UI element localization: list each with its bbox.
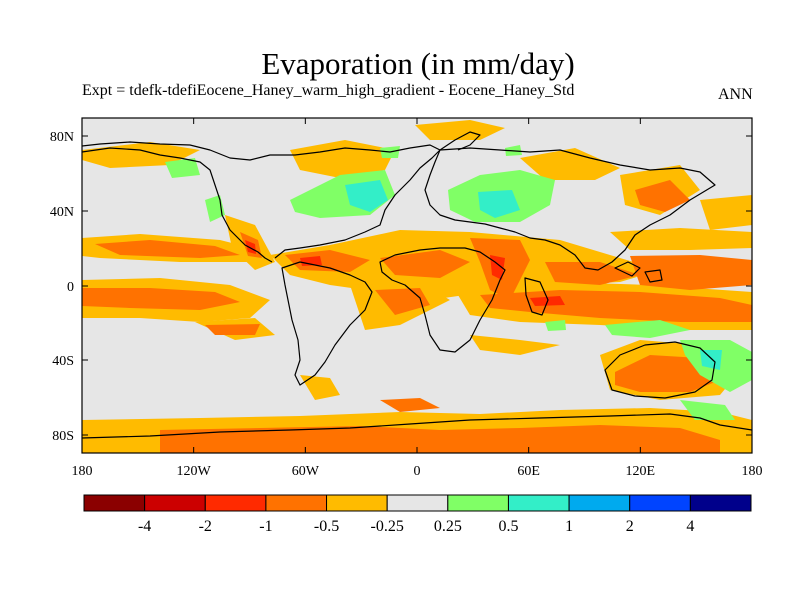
tropical-atlantic-core (285, 250, 370, 272)
x-tick-label: 120E (626, 464, 656, 479)
eurasia-outline (424, 147, 716, 271)
colorbar-label: 2 (626, 518, 634, 535)
x-tick-label: 180 (742, 464, 763, 479)
colorbar-label: -0.25 (371, 518, 404, 535)
experiment-subtitle: Expt = tdefk-tdefiEocene_Haney_warm_high… (82, 82, 575, 99)
antarctica-outline (82, 413, 752, 439)
anomaly-cyan-regions (345, 180, 722, 370)
x-tick-label: 60E (517, 464, 540, 479)
arctic-patch (415, 120, 505, 140)
equatorial-pacific-core (82, 288, 240, 310)
colorbar-box (447, 494, 509, 512)
anomaly-orange-regions (82, 180, 752, 453)
colorbar-box (326, 494, 388, 512)
west-pacific-band (630, 255, 752, 290)
x-axis: 180 120W 60W 0 60E 120E 180 (72, 118, 763, 479)
colorbar-box (507, 494, 570, 512)
x-tick-label: 180 (72, 464, 93, 479)
colorbar-label: -0.5 (314, 518, 339, 535)
colorbar-label: 1 (565, 518, 573, 535)
y-tick-label: 40N (50, 205, 74, 220)
antarctic-edge-green (680, 400, 735, 420)
west-pacific-patch (610, 228, 752, 250)
colorbar-label: -2 (199, 518, 212, 535)
eurasia-patch (520, 148, 620, 180)
subantarctic-patch (380, 398, 440, 412)
east-pacific-patch (700, 195, 752, 230)
greenland-outline (439, 131, 481, 151)
colorbar-box (83, 494, 146, 512)
colorbar-box (265, 494, 328, 512)
north-america-outline (82, 141, 441, 263)
antarctic-core (160, 425, 720, 453)
pacific-south-green (605, 320, 690, 338)
north-america-green (165, 158, 200, 178)
colorbar-box (144, 494, 206, 512)
india-outline (524, 277, 549, 316)
central-america-red (245, 240, 256, 254)
y-tick-label: 0 (67, 280, 74, 295)
colorbar-label: 0.5 (498, 518, 518, 535)
map-title: Evaporation (in mm/day) (261, 46, 575, 81)
africa-outline (379, 247, 506, 353)
colorbar-labels: -4 -2 -1 -0.5 -0.25 0.25 0.5 1 2 4 (138, 518, 694, 535)
australia-east-cyan (700, 350, 722, 370)
nw-pacific-core (635, 180, 690, 212)
map-field (82, 118, 752, 453)
south-america-outline (281, 261, 373, 386)
x-tick-label: 60W (292, 464, 320, 479)
x-tick-label: 120W (177, 464, 212, 479)
patagonia-patch (300, 375, 340, 400)
colorbar-box (689, 494, 752, 512)
y-tick-label: 80N (50, 130, 74, 145)
colorbar-label: 4 (686, 518, 694, 535)
colorbar-box (568, 494, 631, 512)
colorbar-box (386, 494, 449, 512)
tethys-cyan (478, 190, 520, 218)
colorbar-label: -1 (259, 518, 272, 535)
south-atlantic-midlat-patch (470, 335, 560, 355)
north-atlantic-cyan (345, 180, 388, 212)
colorbar-label: 0.25 (434, 518, 462, 535)
south-pacific-core (205, 324, 260, 335)
x-tick-label: 0 (414, 464, 421, 479)
colorbar-box (204, 494, 267, 512)
y-axis: 80N 40N 0 40S 80S (50, 130, 752, 444)
tropical-north-pacific-core (95, 240, 240, 258)
southeast-asia-islands (614, 261, 663, 283)
colorbar-label: -4 (138, 518, 151, 535)
y-tick-label: 40S (52, 354, 74, 369)
y-tick-label: 80S (52, 429, 74, 444)
colorbar-boxes (83, 494, 752, 512)
colorbar-box (629, 494, 691, 512)
north-africa-core (380, 250, 470, 278)
season-label: ANN (718, 86, 753, 103)
indian-south-green (545, 320, 566, 331)
australia-outline (604, 341, 716, 399)
coastlines (82, 131, 752, 439)
